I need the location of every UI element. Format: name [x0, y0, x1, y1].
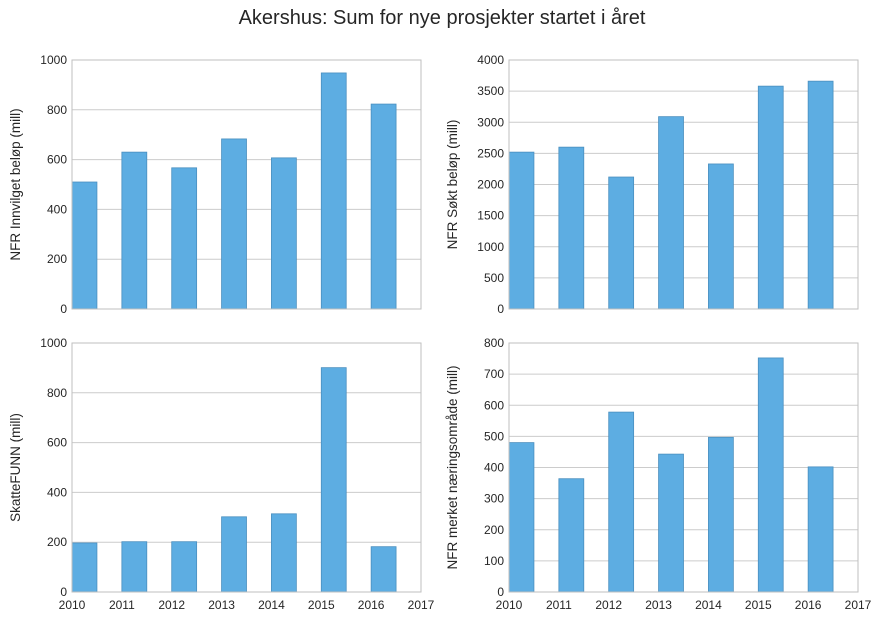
- x-tick-label: 2015: [308, 598, 335, 612]
- y-tick-label: 400: [47, 485, 67, 499]
- y-tick-label: 2500: [477, 146, 504, 160]
- y-tick-label: 200: [47, 252, 67, 266]
- bar-2012: [608, 411, 635, 593]
- y-tick-label: 100: [484, 554, 504, 568]
- x-tick-label: 2011: [109, 598, 135, 612]
- chart-panel-2: 0 500 1000 1500 2000 2500 3000 3500 4000 NFR Søkt…: [445, 53, 859, 316]
- bar-2011: [558, 478, 585, 593]
- x-tick-label: 2015: [745, 598, 772, 612]
- y-tick-label: 200: [47, 535, 67, 549]
- x-tick-label: 2011: [546, 598, 572, 612]
- y-tick-label: 1000: [40, 336, 67, 350]
- y-axis-label: NFR merket næringsområde (mill): [445, 365, 460, 569]
- bar-2010: [71, 181, 98, 310]
- bar-2015: [757, 357, 784, 593]
- chart-panel-1: 0 200 400 600 800 1000 NFR Innvilget beløp (mi…: [8, 53, 422, 316]
- bar-2014: [708, 163, 734, 310]
- y-tick-label: 600: [47, 153, 67, 167]
- bar-2010: [508, 151, 535, 310]
- y-tick-label: 1000: [40, 53, 67, 67]
- y-axis-label: SkatteFUNN (mill): [8, 413, 23, 522]
- bar-2010: [508, 442, 535, 593]
- bar-2014: [271, 157, 297, 310]
- y-tick-label: 1500: [477, 209, 504, 223]
- x-tick-label: 2014: [258, 598, 285, 612]
- bar-2015: [320, 367, 347, 593]
- x-tick-label: 2010: [59, 598, 86, 612]
- bar-2014: [271, 513, 297, 593]
- y-tick-label: 2000: [477, 178, 504, 192]
- chart-panel-3: 0 200 400 600 800 1000 2010 2011 2012 2013 2014 201…: [8, 336, 435, 612]
- x-tick-label: 2014: [695, 598, 722, 612]
- bar-2013: [221, 138, 247, 310]
- y-tick-label: 400: [484, 461, 504, 475]
- y-axis-label: NFR Innvilget beløp (mill): [8, 108, 23, 260]
- y-tick-label: 700: [484, 367, 504, 381]
- plot-frame: [508, 59, 859, 310]
- x-tick-label: 2016: [795, 598, 822, 612]
- y-tick-label: 400: [47, 202, 67, 216]
- y-tick-label: 200: [484, 523, 504, 537]
- bar-2015: [757, 85, 784, 310]
- plot-frame: [508, 342, 859, 593]
- y-tick-label: 800: [47, 103, 67, 117]
- chart-panel-4: 0 100 200 300 400 500 600 700 800 2010 2011 2012 201…: [445, 336, 872, 612]
- y-tick-label: 3500: [477, 84, 504, 98]
- bar-2012: [171, 167, 198, 310]
- y-tick-label: 600: [484, 398, 504, 412]
- y-tick-label: 0: [60, 302, 67, 316]
- bar-2016: [807, 466, 834, 593]
- y-tick-label: 600: [47, 436, 67, 450]
- y-tick-label: 0: [497, 585, 504, 599]
- x-tick-label: 2012: [595, 598, 622, 612]
- bar-2016: [370, 546, 397, 593]
- bar-2013: [221, 516, 247, 593]
- y-tick-label: 800: [484, 336, 504, 350]
- plot-frame: [71, 342, 422, 593]
- figure-title: Akershus: Sum for nye prosjekter startet…: [238, 7, 646, 29]
- bar-2013: [658, 116, 684, 310]
- x-tick-label: 2010: [496, 598, 523, 612]
- bar-2010: [71, 542, 98, 593]
- bar-2016: [807, 80, 834, 310]
- bar-2011: [558, 146, 585, 310]
- x-tick-label: 2012: [158, 598, 185, 612]
- y-tick-label: 500: [484, 429, 504, 443]
- y-axis-label: NFR Søkt beløp (mill): [445, 120, 460, 250]
- bar-2016: [370, 103, 397, 310]
- bar-2013: [658, 453, 684, 593]
- bar-2012: [171, 541, 198, 593]
- y-tick-label: 3000: [477, 115, 504, 129]
- bar-2011: [121, 541, 148, 593]
- bar-2014: [708, 436, 734, 593]
- bar-2015: [320, 72, 347, 310]
- y-tick-label: 4000: [477, 53, 504, 67]
- bar-2012: [608, 176, 635, 310]
- y-tick-label: 1000: [477, 240, 504, 254]
- x-tick-label: 2013: [208, 598, 235, 612]
- x-tick-label: 2017: [845, 598, 872, 612]
- y-tick-label: 0: [497, 302, 504, 316]
- plot-frame: [71, 59, 422, 310]
- y-tick-label: 300: [484, 492, 504, 506]
- x-tick-label: 2016: [358, 598, 385, 612]
- y-tick-label: 0: [60, 585, 67, 599]
- y-tick-label: 800: [47, 386, 67, 400]
- x-tick-label: 2017: [408, 598, 435, 612]
- x-tick-label: 2013: [645, 598, 672, 612]
- y-tick-label: 500: [484, 271, 504, 285]
- bar-2011: [121, 151, 148, 310]
